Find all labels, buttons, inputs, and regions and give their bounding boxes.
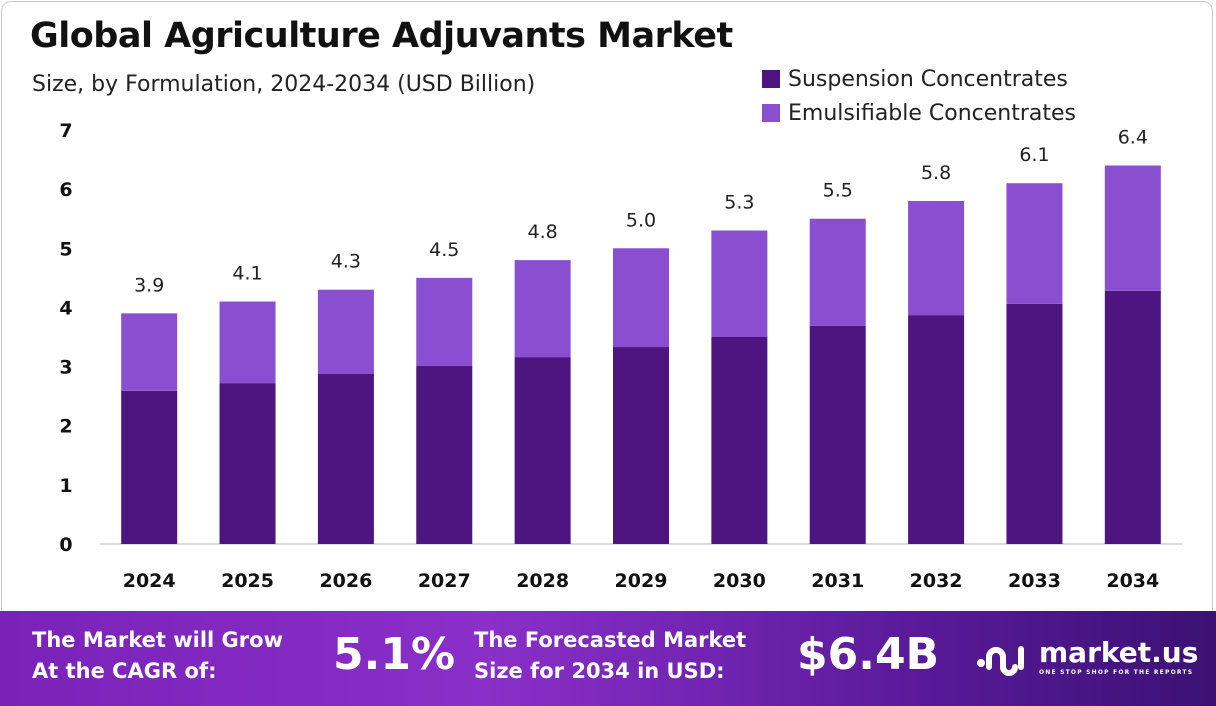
bar-total-label: 4.8: [528, 221, 558, 243]
bar-segment-emulsifiable: [613, 248, 669, 348]
bar-total-label: 5.0: [626, 209, 656, 231]
cagr-label-line: At the CAGR of:: [32, 659, 217, 683]
bar-segment-suspension: [1104, 290, 1161, 544]
x-tick-label: 2026: [319, 570, 372, 592]
bar-segment-emulsifiable: [908, 200, 965, 316]
bar-segment-suspension: [219, 383, 276, 544]
forecast-value: $6.4B: [797, 629, 940, 680]
bar-total-label: 6.4: [1118, 126, 1148, 148]
bar-total-label: 4.5: [429, 239, 459, 261]
cagr-label: The Market will Grow At the CAGR of:: [32, 625, 283, 687]
x-tick-label: 2030: [713, 570, 766, 592]
bar-segment-suspension: [1006, 303, 1063, 544]
bar-total-label: 4.3: [331, 251, 361, 273]
legend-swatch: [762, 104, 780, 122]
bar-segment-suspension: [613, 347, 669, 544]
y-tick-label: 5: [59, 238, 72, 260]
cagr-label-line: The Market will Grow: [32, 628, 283, 652]
y-tick-label: 1: [59, 475, 72, 497]
bar-segment-suspension: [809, 325, 866, 544]
x-tick-label: 2032: [910, 570, 963, 592]
y-tick-label: 6: [59, 179, 72, 201]
bar-segment-emulsifiable: [809, 218, 866, 326]
bar-segment-suspension: [514, 357, 571, 544]
legend-item-emulsifiable: Emulsifiable Concentrates: [762, 96, 1076, 130]
forecast-label-line: The Forecasted Market: [474, 628, 747, 652]
y-tick-label: 2: [59, 416, 72, 438]
bar-total-label: 5.5: [823, 180, 853, 202]
x-tick-label: 2031: [811, 570, 864, 592]
bar-segment-emulsifiable: [219, 301, 276, 384]
y-tick-label: 7: [59, 120, 72, 142]
cagr-value: 5.1%: [333, 629, 456, 680]
x-tick-label: 2025: [221, 570, 274, 592]
bar-segment-emulsifiable: [317, 289, 374, 374]
bar-segment-suspension: [711, 337, 768, 544]
x-tick-label: 2024: [123, 570, 176, 592]
bar-segment-emulsifiable: [416, 277, 473, 366]
x-tick-label: 2027: [418, 570, 471, 592]
bar-total-label: 6.1: [1019, 144, 1049, 166]
forecast-label: The Forecasted Market Size for 2034 in U…: [474, 625, 746, 687]
brand-logo: market.us ONE STOP SHOP FOR THE REPORTS: [975, 637, 1198, 677]
y-tick-label: 4: [59, 297, 72, 319]
y-tick-label: 0: [59, 534, 72, 556]
x-tick-label: 2028: [516, 570, 569, 592]
bar-segment-emulsifiable: [514, 260, 571, 358]
brand-tagline: ONE STOP SHOP FOR THE REPORTS: [1039, 668, 1194, 676]
legend-label: Emulsifiable Concentrates: [788, 100, 1077, 126]
bar-segment-emulsifiable: [1006, 183, 1063, 304]
y-tick-label: 3: [59, 357, 72, 379]
brand-name: market.us: [1039, 635, 1199, 669]
legend-label: Suspension Concentrates: [788, 66, 1068, 92]
bar-total-label: 3.9: [134, 274, 164, 296]
bar-total-label: 5.3: [724, 192, 754, 214]
bar-segment-suspension: [317, 373, 374, 544]
x-tick-label: 2033: [1008, 570, 1061, 592]
bar-segment-suspension: [416, 365, 473, 544]
x-tick-label: 2029: [615, 570, 668, 592]
bar-segment-suspension: [121, 390, 178, 544]
legend-swatch: [762, 70, 780, 88]
market-us-logo-icon: [977, 646, 1024, 676]
bar-total-label: 4.1: [232, 263, 262, 285]
bar-total-label: 5.8: [921, 162, 951, 184]
chart-title: Global Agriculture Adjuvants Market: [30, 16, 733, 56]
x-tick-label: 2034: [1106, 570, 1159, 592]
legend-item-suspension: Suspension Concentrates: [762, 62, 1076, 96]
bar-segment-emulsifiable: [121, 313, 178, 391]
chart-subtitle: Size, by Formulation, 2024-2034 (USD Bil…: [32, 72, 536, 97]
bar-segment-emulsifiable: [1104, 165, 1161, 291]
bar-segment-emulsifiable: [711, 230, 768, 337]
legend: Suspension Concentrates Emulsifiable Con…: [762, 62, 1076, 130]
chart-plot: 0 1 2 3 4 5 6 7 3.9 2024 4.1 2025 4.3 2026 4.5 2027 4.8 2…: [59, 120, 1182, 592]
forecast-label-line: Size for 2034 in USD:: [474, 659, 725, 683]
footer-banner: The Market will Grow At the CAGR of: 5.1…: [0, 611, 1216, 706]
bar-segment-suspension: [908, 315, 965, 544]
